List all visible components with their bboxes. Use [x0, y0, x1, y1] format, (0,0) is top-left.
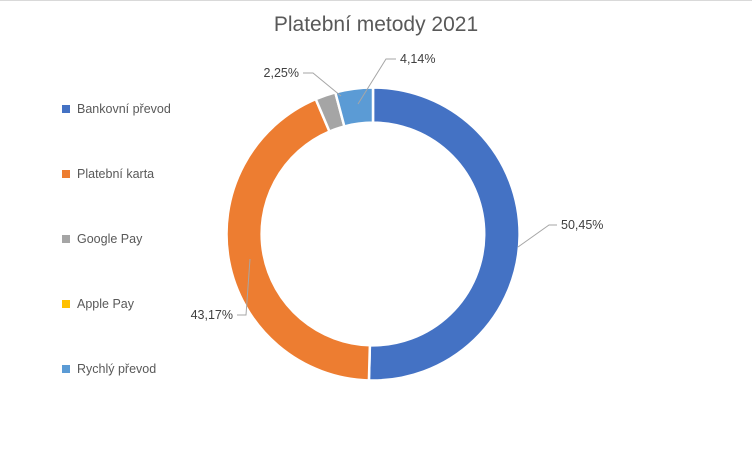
doughnut-slice-bankovní-převod[interactable]: [367, 86, 521, 382]
legend-marker-icon: [62, 105, 70, 113]
legend-label: Rychlý převod: [77, 362, 157, 376]
legend-label: Google Pay: [77, 232, 143, 246]
leader-line: [237, 258, 251, 316]
legend-label: Apple Pay: [77, 297, 134, 311]
legend-item-platební-karta[interactable]: Platební karta: [62, 167, 154, 181]
data-label-platební-karta: 43,17%: [191, 308, 233, 322]
legend-label: Platební karta: [77, 167, 155, 181]
leader-line: [303, 72, 342, 97]
data-label-rychlý-převod: 4,14%: [400, 52, 435, 66]
legend-marker-icon: [62, 235, 70, 243]
leader-line: [517, 224, 557, 248]
legend-label: Bankovní převod: [77, 102, 171, 116]
leader-line: [357, 58, 396, 105]
legend-item-apple-pay[interactable]: Apple Pay: [62, 297, 134, 311]
legend-marker-icon: [62, 365, 70, 373]
chart-title: Platební metody 2021: [273, 13, 479, 36]
legend-item-bankovní-převod[interactable]: Bankovní převod: [62, 102, 171, 116]
legend-item-google-pay[interactable]: Google Pay: [62, 232, 142, 246]
data-label-bankovní-převod: 50,45%: [561, 218, 603, 232]
legend-marker-icon: [62, 300, 70, 308]
legend-marker-icon: [62, 170, 70, 178]
legend-item-rychlý-převod[interactable]: Rychlý převod: [62, 362, 156, 376]
doughnut-slice-rychlý-převod[interactable]: [334, 86, 375, 128]
data-label-google-pay: 2,25%: [264, 66, 299, 80]
doughnut-slice-platební-karta[interactable]: [225, 97, 372, 382]
